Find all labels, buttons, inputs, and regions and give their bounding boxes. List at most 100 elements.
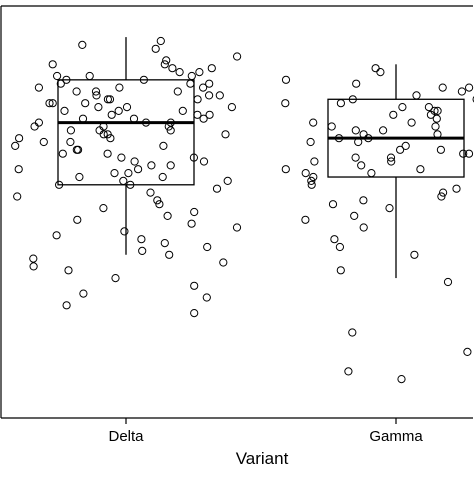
data-point-gamma <box>301 215 310 224</box>
data-point-delta <box>66 126 76 135</box>
x-axis: Delta Gamma <box>108 418 423 445</box>
plot-frame <box>0 5 473 419</box>
data-point-gamma <box>439 188 448 197</box>
data-point-gamma <box>443 277 453 287</box>
data-point-delta <box>221 130 230 139</box>
data-point-delta <box>53 71 62 81</box>
data-point-delta <box>193 95 202 104</box>
data-point-gamma <box>464 149 474 158</box>
data-point-gamma <box>379 126 388 135</box>
data-point-delta <box>146 188 155 197</box>
data-point-delta <box>106 134 115 143</box>
data-point-gamma <box>309 172 318 182</box>
data-point-gamma <box>401 141 410 150</box>
data-point-delta <box>79 289 88 298</box>
data-point-delta <box>155 200 164 209</box>
data-point-delta <box>115 83 124 92</box>
data-point-delta <box>48 99 57 108</box>
data-point-delta <box>175 68 184 77</box>
data-point-delta <box>29 262 38 271</box>
data-point-gamma <box>397 375 406 384</box>
data-point-delta <box>11 141 20 150</box>
data-point-delta <box>124 169 133 178</box>
data-point-gamma <box>281 75 291 84</box>
data-point-gamma <box>410 250 419 259</box>
data-point-delta <box>110 169 119 178</box>
data-point-delta <box>92 91 101 100</box>
data-point-delta <box>159 141 168 150</box>
data-point-delta <box>72 145 81 154</box>
data-point-gamma <box>472 96 474 103</box>
data-point-gamma <box>426 110 435 119</box>
data-point-delta <box>64 266 73 275</box>
x-tick-label-delta: Delta <box>108 428 144 445</box>
data-point-delta <box>162 56 171 65</box>
data-point-delta <box>13 192 22 201</box>
data-point-delta <box>178 106 187 116</box>
data-point-gamma <box>351 126 360 135</box>
data-point-delta <box>232 223 242 232</box>
data-point-delta <box>212 184 222 193</box>
data-point-delta <box>173 87 182 96</box>
data-point-delta <box>58 149 67 158</box>
data-point-delta <box>233 52 242 61</box>
data-point-delta <box>199 114 208 123</box>
data-point-delta <box>134 165 143 174</box>
data-point-delta <box>107 110 116 119</box>
x-axis-label: Variant <box>236 449 289 468</box>
data-point-delta <box>78 40 87 50</box>
data-point-delta <box>190 309 199 318</box>
data-point-gamma <box>309 118 318 127</box>
data-point-gamma <box>396 145 405 154</box>
data-point-delta <box>166 126 175 135</box>
data-point-delta <box>168 64 177 73</box>
data-point-gamma <box>459 149 468 158</box>
data-point-delta <box>187 219 196 228</box>
data-point-gamma <box>416 165 425 174</box>
data-point-delta <box>199 83 208 92</box>
data-point-gamma <box>348 328 357 337</box>
data-point-delta <box>199 157 209 166</box>
data-point-delta <box>91 87 101 96</box>
data-point-delta <box>147 161 156 170</box>
data-point-delta <box>158 172 167 182</box>
data-point-delta <box>14 165 23 174</box>
data-point-gamma <box>307 176 316 185</box>
data-point-gamma <box>328 200 338 209</box>
data-point-delta <box>137 235 146 244</box>
data-point-delta <box>62 301 71 310</box>
data-point-gamma <box>336 266 345 275</box>
data-point-delta <box>122 103 132 112</box>
data-point-delta <box>153 196 162 205</box>
data-point-gamma <box>385 204 394 213</box>
data-point-delta <box>187 71 196 81</box>
data-point-delta <box>205 79 214 88</box>
data-point-gamma <box>398 103 407 112</box>
data-point-gamma <box>357 161 366 170</box>
data-point-gamma <box>330 235 339 244</box>
data-point-delta <box>81 99 90 108</box>
data-point-delta <box>120 227 129 236</box>
data-point-gamma <box>424 103 433 112</box>
data-point-delta <box>29 254 38 263</box>
data-point-gamma <box>359 196 368 205</box>
data-point-gamma <box>359 223 368 232</box>
data-point-gamma <box>335 242 344 252</box>
data-point-gamma <box>327 122 336 131</box>
data-point-delta <box>48 60 57 69</box>
data-point-gamma <box>412 91 421 100</box>
data-point-delta <box>166 161 175 170</box>
boxes <box>57 37 465 279</box>
data-point-gamma <box>465 83 474 92</box>
data-point-gamma <box>367 169 376 178</box>
data-point-delta <box>39 137 48 147</box>
data-point-delta <box>223 176 232 185</box>
data-point-delta <box>73 215 82 224</box>
data-point-gamma <box>436 145 445 154</box>
data-point-gamma <box>281 99 290 108</box>
data-point-delta <box>190 207 199 217</box>
data-point-delta <box>227 103 236 112</box>
data-point-gamma <box>350 211 359 220</box>
data-point-delta <box>190 281 199 290</box>
